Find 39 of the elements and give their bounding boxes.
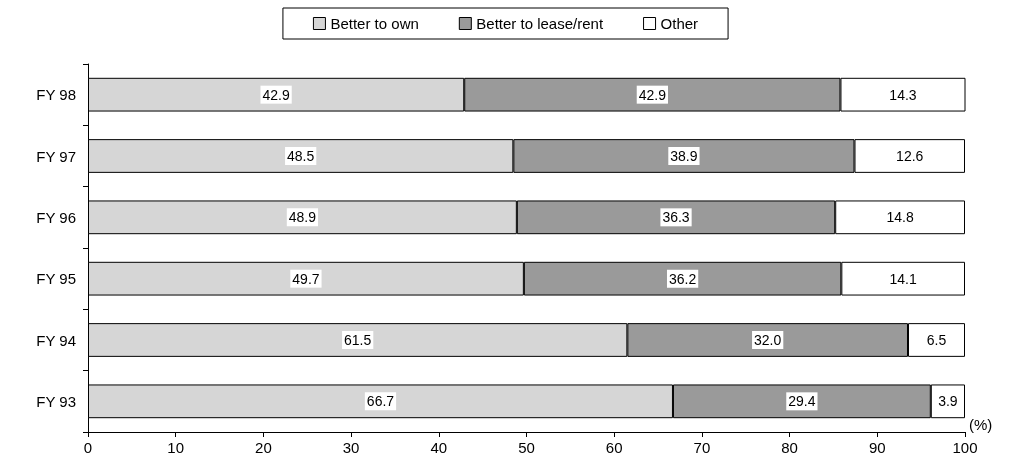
x-axis-title: (%) <box>969 416 993 433</box>
x-tick-label: 40 <box>430 439 448 456</box>
x-tick-label: 100 <box>952 439 978 456</box>
data-label: 29.4 <box>788 393 816 410</box>
data-label: 48.5 <box>287 148 315 164</box>
x-tick-label: 0 <box>83 439 93 456</box>
data-label: 36.3 <box>662 209 690 226</box>
data-label: 32.0 <box>754 332 782 348</box>
legend-label: Other <box>660 15 699 32</box>
data-label: 42.9 <box>262 86 290 103</box>
x-tick-label: 60 <box>605 439 623 456</box>
data-label: 14.1 <box>889 270 918 287</box>
data-label: 12.6 <box>896 148 924 164</box>
data-label: 61.5 <box>344 332 372 348</box>
data-label: 49.7 <box>292 270 320 287</box>
y-tick-label: FY 93 <box>36 392 76 410</box>
data-label: 36.2 <box>668 270 697 287</box>
data-label: 14.8 <box>886 209 914 226</box>
data-label: 42.9 <box>638 86 667 103</box>
x-tick-label: 20 <box>255 439 272 456</box>
x-tick-label: 80 <box>781 439 798 456</box>
y-tick-label: FY 96 <box>36 208 76 226</box>
x-tick-label: 70 <box>693 439 711 456</box>
y-tick-label: FY 98 <box>36 86 76 104</box>
x-tick-label: 30 <box>342 439 360 456</box>
x-tick-label: 10 <box>167 439 185 456</box>
data-label: 6.5 <box>926 332 947 348</box>
data-label: 3.9 <box>938 393 958 410</box>
x-tick-label: 50 <box>518 439 535 456</box>
data-label: 14.3 <box>889 86 917 103</box>
x-tick-label: 90 <box>868 439 886 456</box>
y-tick-label: FY 94 <box>36 331 76 349</box>
data-label: 38.9 <box>670 148 698 164</box>
legend-label: Better to lease/rent <box>476 15 604 32</box>
data-label: 48.9 <box>288 209 317 226</box>
legend-label: Better to own <box>330 15 419 32</box>
y-tick-label: FY 95 <box>36 270 76 288</box>
y-tick-label: FY 97 <box>36 147 76 165</box>
data-label: 66.7 <box>366 393 395 410</box>
